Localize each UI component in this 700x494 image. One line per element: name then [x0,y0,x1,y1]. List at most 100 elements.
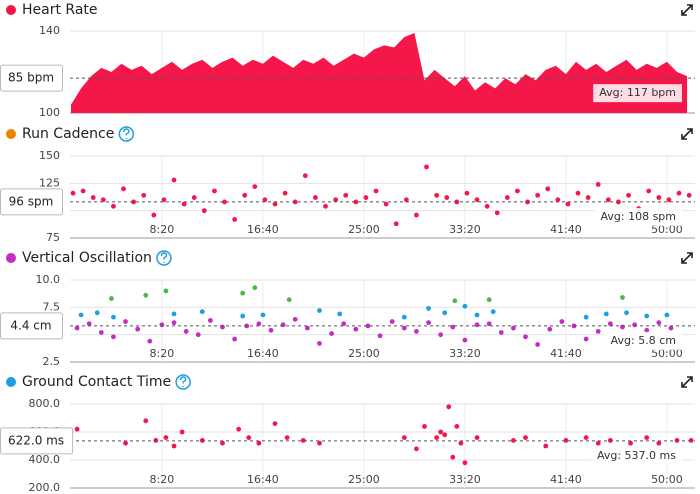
title-dot [6,377,16,387]
point [181,201,187,207]
point [252,285,258,291]
point [535,192,541,198]
point [377,333,383,339]
point [199,309,205,315]
readout-label: 85 bpm [8,71,54,85]
info-icon-glyph[interactable] [160,252,168,263]
point [207,318,213,323]
area [71,33,688,113]
info-icon[interactable] [156,250,172,266]
expand-icon[interactable] [681,252,693,264]
point [664,312,670,318]
point [183,328,189,334]
point [94,310,100,316]
info-icon-glyph[interactable] [123,128,130,139]
point [353,326,359,332]
y-tick-label: 200.0 [29,481,61,494]
point [603,311,609,317]
point [504,195,510,200]
point [644,313,650,319]
point [424,164,429,170]
point [292,316,298,322]
point [450,454,456,460]
point [403,197,409,203]
point [474,312,480,318]
chart-title: Heart Rate [22,2,98,18]
info-icon-circle[interactable] [175,374,191,390]
point [317,440,322,446]
x-tick-label: 16:40 [247,347,279,360]
point [444,195,450,200]
point [179,429,185,435]
point [686,192,692,198]
info-icon[interactable] [118,126,135,142]
y-tick-label: 2.5 [43,355,61,368]
x-tick-label: 41:40 [550,347,582,360]
point [280,322,286,328]
expand-icon[interactable] [681,128,693,140]
info-icon-glyph[interactable] [179,376,187,387]
point [583,435,589,440]
point [605,197,611,203]
point [426,320,431,326]
point [632,322,638,328]
point [510,438,516,443]
point [555,197,561,203]
expand-icon-glyph[interactable] [681,376,693,388]
point [123,440,128,446]
point [434,192,440,198]
point [236,426,242,432]
point [438,332,444,338]
expand-icon[interactable] [681,376,693,388]
point [644,435,650,440]
info-icon-circle[interactable] [156,250,172,266]
point [474,435,480,440]
point [668,325,674,331]
point [268,327,274,333]
point [242,192,248,198]
point [498,330,504,335]
point [454,424,460,429]
info-icon-circle[interactable] [118,126,135,142]
point [256,440,262,446]
y-tick-label: 75 [46,231,60,244]
expand-icon-glyph[interactable] [681,252,693,264]
point [240,313,246,319]
point [302,173,308,179]
point [201,208,207,214]
point [74,426,80,432]
point [393,221,399,227]
chart-panel: Heart Rate1001408:2016:4025:0033:2041:40… [0,2,695,119]
point [111,203,116,209]
x-tick-label: 33:20 [449,223,481,236]
point [222,199,227,205]
point [646,188,652,194]
point [401,325,407,331]
point [510,325,516,331]
point [333,197,339,203]
point [474,322,480,328]
point [494,210,500,216]
point [535,342,541,347]
expand-icon-glyph[interactable] [681,4,693,16]
point [220,440,225,446]
point [656,440,662,446]
x-tick-label: 25:00 [348,347,380,360]
point [212,188,217,194]
point [171,320,177,326]
point [171,311,177,317]
point [282,190,288,196]
point [583,336,589,342]
x-tick-label: 41:40 [550,223,582,236]
point [401,435,407,440]
point [575,190,581,196]
title-dot [6,253,16,263]
point [80,188,86,194]
info-icon[interactable] [175,374,191,390]
point [286,297,292,303]
point [240,290,246,296]
point [583,314,589,320]
expand-icon-glyph[interactable] [681,128,693,140]
expand-icon[interactable] [681,4,693,16]
x-tick-label: 50:00 [651,347,683,360]
